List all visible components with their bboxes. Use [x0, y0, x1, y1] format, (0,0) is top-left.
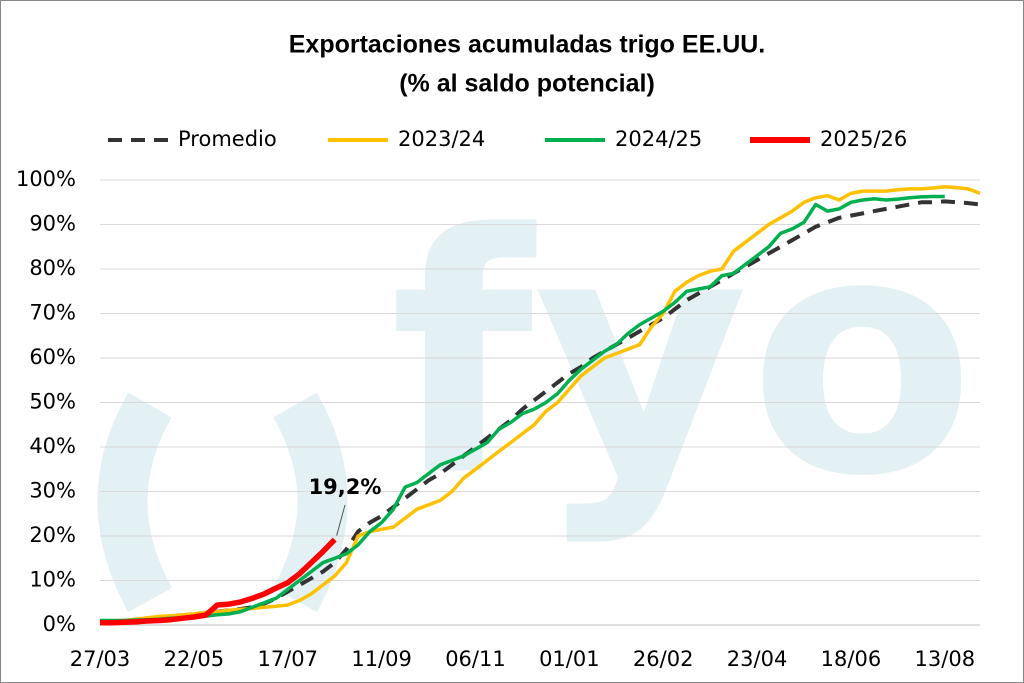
y-tick-label: 90%: [29, 212, 76, 236]
legend-label: Promedio: [178, 127, 277, 151]
x-tick-label: 22/05: [164, 647, 225, 671]
y-tick-label: 30%: [29, 479, 76, 503]
x-tick-label: 06/11: [445, 647, 506, 671]
x-tick-label: 13/08: [915, 647, 976, 671]
legend-label: 2023/24: [398, 127, 485, 151]
x-tick-label: 23/04: [727, 647, 788, 671]
x-tick-label: 18/06: [821, 647, 882, 671]
y-tick-label: 20%: [29, 523, 76, 547]
series-line: [100, 194, 945, 623]
annotation: 19,2%: [309, 475, 382, 499]
y-tick-label: 40%: [29, 434, 76, 458]
y-tick-label: 10%: [29, 568, 76, 592]
y-tick-label: 80%: [29, 256, 76, 280]
y-tick-label: 50%: [29, 390, 76, 414]
legend-label: 2025/26: [820, 127, 907, 151]
series-line: [100, 537, 337, 626]
annotation-leader: [336, 504, 346, 536]
legend-label: 2024/25: [615, 127, 702, 151]
watermark-arc: [97, 392, 173, 613]
x-tick-label: 01/01: [539, 647, 600, 671]
chart-title: Exportaciones acumuladas trigo EE.UU.: [289, 31, 766, 59]
y-tick-label: 60%: [29, 345, 76, 369]
y-tick-label: 0%: [43, 612, 76, 636]
watermark: fyo: [97, 164, 975, 613]
x-tick-label: 27/03: [70, 647, 131, 671]
y-tick-label: 100%: [16, 167, 76, 191]
chart-subtitle: (% al saldo potencial): [399, 70, 655, 98]
watermark-text: fyo: [390, 164, 975, 548]
x-tick-label: 17/07: [257, 647, 318, 671]
x-tick-label: 26/02: [633, 647, 694, 671]
x-tick-label: 11/09: [351, 647, 412, 671]
y-tick-label: 70%: [29, 301, 76, 325]
